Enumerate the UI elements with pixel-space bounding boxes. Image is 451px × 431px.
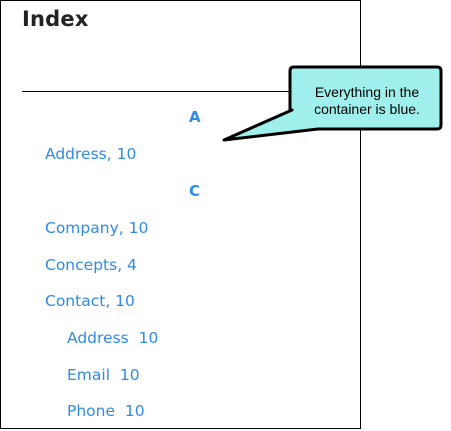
index-entry-address[interactable]: Address, 10 [45, 145, 137, 163]
entry-term: Concepts [45, 256, 118, 274]
index-letter-a: A [189, 108, 201, 126]
index-subentry-email[interactable]: Email 10 [67, 366, 140, 384]
subentry-page: 10 [124, 402, 145, 420]
subentry-term: Address [67, 329, 129, 347]
index-letter-c: C [189, 182, 201, 200]
entry-page: 4 [127, 256, 137, 274]
subentry-page: 10 [138, 329, 159, 347]
entry-page: 10 [128, 219, 149, 237]
subentry-term: Email [67, 366, 111, 384]
entry-page: 10 [116, 145, 137, 163]
subentry-term: Phone [67, 402, 116, 420]
callout-shape [222, 65, 443, 142]
index-subentry-phone[interactable]: Phone 10 [67, 402, 145, 420]
index-title: Index [22, 7, 89, 31]
index-entry-contact[interactable]: Contact, 10 [45, 292, 135, 310]
entry-term: Company [45, 219, 119, 237]
index-subentry-address[interactable]: Address 10 [67, 329, 158, 347]
entry-page: 10 [115, 292, 135, 310]
title-divider [22, 91, 361, 92]
entry-term: Address [45, 145, 107, 163]
callout-text: Everything in the container is blue. [292, 84, 442, 118]
entry-term: Contact [45, 292, 106, 310]
index-entry-concepts[interactable]: Concepts, 4 [45, 256, 137, 274]
callout-line-2: container is blue. [314, 101, 420, 117]
callout-line-1: Everything in the [314, 84, 420, 100]
subentry-page: 10 [119, 366, 140, 384]
index-entry-company[interactable]: Company, 10 [45, 219, 149, 237]
